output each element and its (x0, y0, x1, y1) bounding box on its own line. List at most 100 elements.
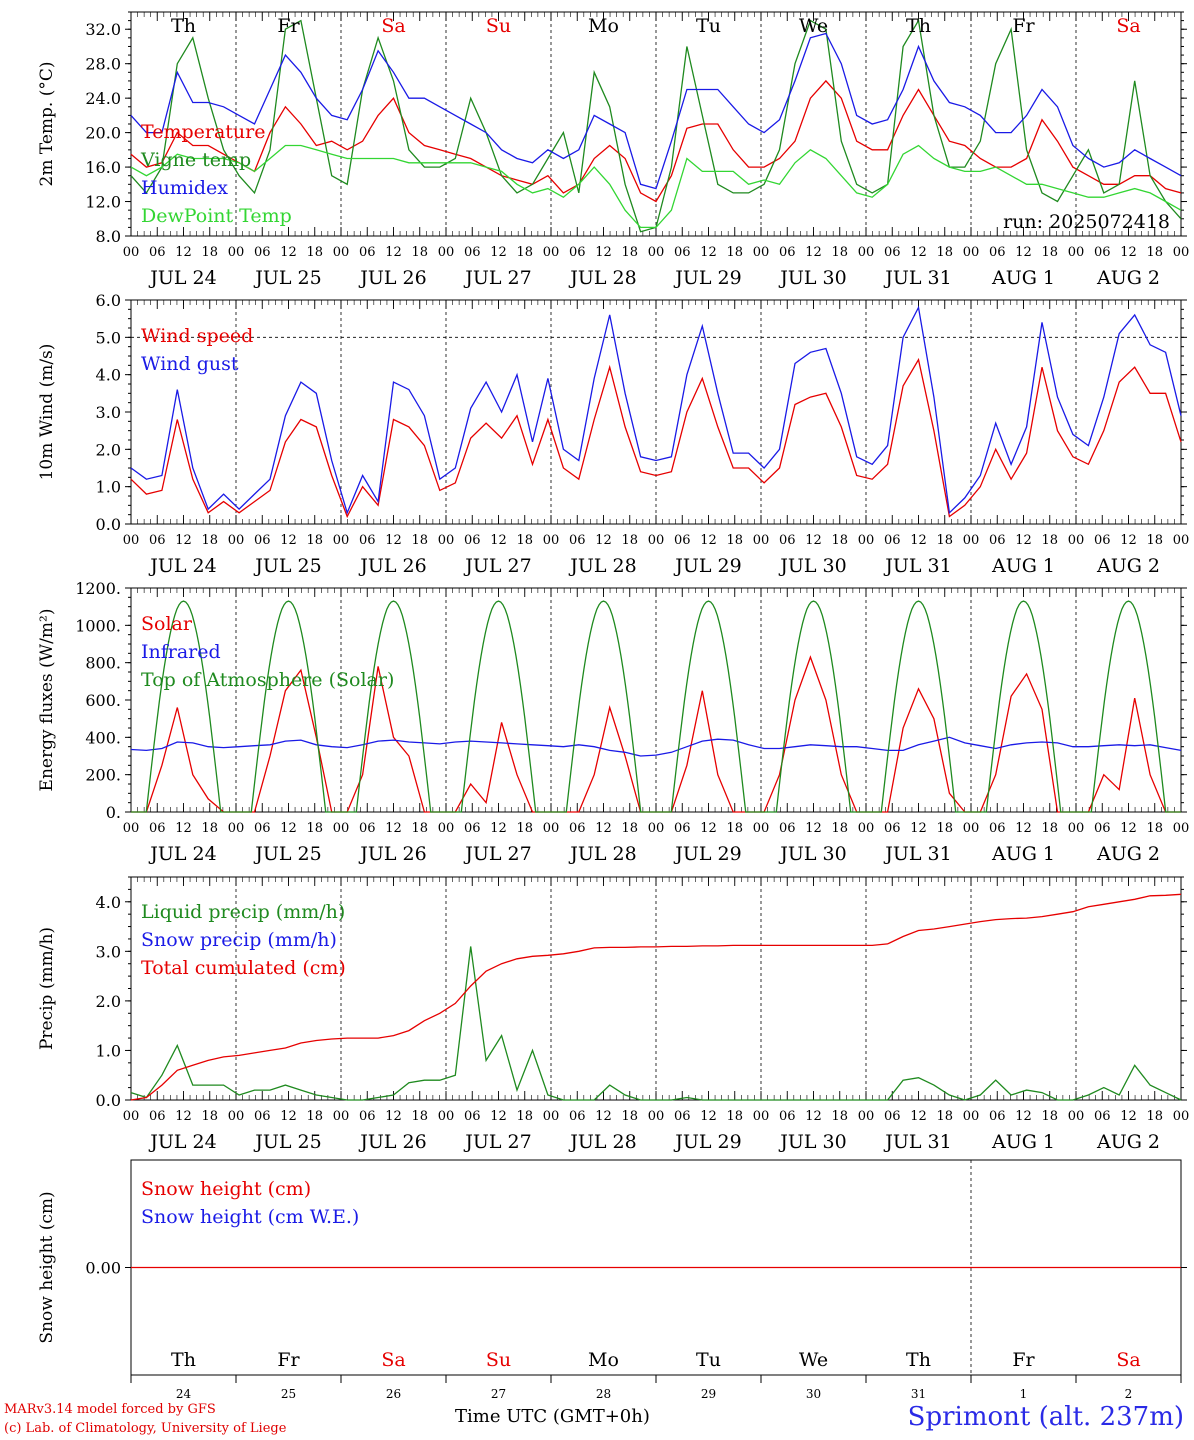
day-number: 27 (491, 1387, 506, 1401)
x-hour-label: 00 (1173, 821, 1190, 836)
x-hour-label: 00 (438, 1109, 455, 1124)
day-label: Mo (588, 1349, 619, 1371)
x-hour-label: 12 (910, 1109, 927, 1124)
legend-entry: Wind speed (141, 325, 253, 347)
day-label: Su (486, 1349, 511, 1371)
x-hour-label: 18 (621, 533, 638, 548)
y-tick-label: 12.0 (85, 193, 121, 212)
y-tick-label: 600. (85, 691, 121, 710)
x-date-label: JUL 27 (463, 555, 531, 577)
x-date-label: JUL 29 (673, 1131, 741, 1153)
x-hour-label: 00 (858, 1109, 875, 1124)
model-credit: MARv3.14 model forced by GFS (4, 1402, 216, 1417)
x-hour-label: 06 (674, 533, 691, 548)
legend-entry: Temperature (141, 121, 265, 143)
day-number: 24 (176, 1387, 192, 1401)
x-date-label: JUL 28 (568, 1131, 636, 1153)
x-hour-label: 06 (779, 821, 796, 836)
x-hour-label: 12 (910, 245, 927, 260)
x-hour-label: 12 (1015, 245, 1032, 260)
y-tick-label: 32.0 (85, 20, 121, 39)
day-label: We (799, 15, 828, 37)
day-number: 29 (701, 1387, 716, 1401)
x-hour-label: 06 (884, 1109, 901, 1124)
x-date-label: JUL 30 (778, 267, 846, 289)
x-hour-label: 18 (621, 245, 638, 260)
series-line (131, 600, 1181, 813)
lab-credit: (c) Lab. of Climatology, University of L… (4, 1421, 287, 1436)
x-hour-label: 00 (333, 821, 350, 836)
x-hour-label: 18 (306, 245, 323, 260)
y-tick-label: 28.0 (85, 55, 121, 74)
day-label: Sa (1116, 1349, 1140, 1371)
y-axis-title: 2m Temp. (°C) (37, 61, 57, 186)
legend-entry: Vigne temp (140, 149, 251, 171)
x-hour-label: 06 (779, 1109, 796, 1124)
x-date-label: AUG 2 (1096, 843, 1160, 865)
x-hour-label: 12 (385, 1109, 402, 1124)
x-hour-label: 06 (149, 821, 166, 836)
x-date-label: JUL 31 (883, 1131, 951, 1153)
day-label: Sa (1116, 15, 1140, 37)
x-hour-label: 06 (779, 533, 796, 548)
x-hour-label: 12 (1120, 245, 1137, 260)
x-hour-label: 18 (936, 821, 953, 836)
x-hour-label: 18 (411, 821, 428, 836)
x-date-label: JUL 26 (358, 267, 426, 289)
x-date-label: JUL 25 (253, 555, 321, 577)
legend-entry: Top of Atmosphere (Solar) (141, 669, 394, 691)
x-hour-label: 12 (1015, 821, 1032, 836)
x-date-label: JUL 29 (673, 267, 741, 289)
x-date-label: JUL 24 (148, 555, 216, 577)
y-tick-label: 3.0 (96, 942, 121, 961)
x-hour-label: 06 (569, 533, 586, 548)
x-hour-label: 00 (753, 245, 770, 260)
x-hour-label: 18 (726, 821, 743, 836)
x-date-label: AUG 1 (991, 843, 1055, 865)
y-tick-label: 1.0 (96, 478, 121, 497)
legend-entry: DewPoint Temp (141, 205, 292, 227)
x-hour-label: 18 (411, 533, 428, 548)
series-line (130, 144, 1182, 229)
x-date-label: JUL 31 (883, 267, 951, 289)
x-hour-label: 12 (1120, 1109, 1137, 1124)
day-label: Th (171, 15, 196, 37)
x-hour-label: 06 (359, 533, 376, 548)
x-hour-label: 00 (753, 1109, 770, 1124)
x-hour-label: 00 (1173, 245, 1190, 260)
x-hour-label: 06 (779, 245, 796, 260)
x-hour-label: 00 (543, 245, 560, 260)
day-label: Mo (588, 15, 619, 37)
series-line (130, 946, 1182, 1101)
x-hour-label: 18 (516, 821, 533, 836)
day-label: Fr (277, 15, 300, 37)
x-hour-label: 18 (621, 821, 638, 836)
x-hour-label: 00 (438, 533, 455, 548)
day-label: Th (906, 15, 931, 37)
x-date-label: JUL 25 (253, 267, 321, 289)
day-label: Th (906, 1349, 931, 1371)
x-hour-label: 12 (175, 1109, 192, 1124)
x-hour-label: 18 (201, 533, 218, 548)
x-hour-label: 18 (516, 245, 533, 260)
legend-entry: Humidex (141, 177, 228, 199)
x-hour-label: 06 (674, 1109, 691, 1124)
x-hour-label: 00 (1173, 1109, 1190, 1124)
day-label: Fr (1012, 15, 1035, 37)
x-hour-label: 06 (674, 821, 691, 836)
station-name: Sprimont (alt. 237m) (907, 1402, 1184, 1432)
x-hour-label: 00 (648, 245, 665, 260)
x-hour-label: 18 (516, 533, 533, 548)
x-hour-label: 06 (569, 1109, 586, 1124)
x-hour-label: 18 (1041, 1109, 1058, 1124)
x-hour-label: 00 (438, 821, 455, 836)
x-date-label: JUL 26 (358, 843, 426, 865)
x-date-label: JUL 25 (253, 1131, 321, 1153)
legend-entry: Wind gust (141, 353, 239, 375)
x-hour-label: 06 (1094, 821, 1111, 836)
x-hour-label: 12 (700, 821, 717, 836)
x-hour-label: 00 (858, 245, 875, 260)
day-label: Fr (277, 1349, 300, 1371)
x-date-label: JUL 29 (673, 843, 741, 865)
x-hour-label: 00 (963, 821, 980, 836)
